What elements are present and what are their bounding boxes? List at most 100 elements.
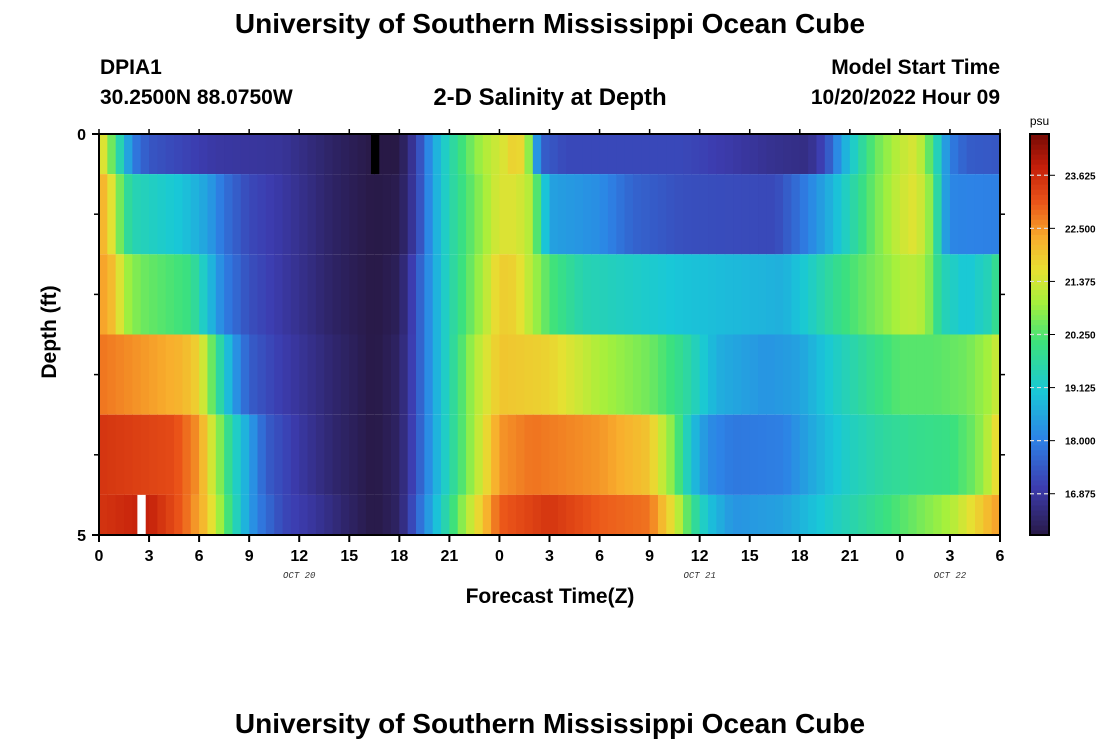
heatmap-cell: [908, 254, 918, 335]
heatmap-cell: [482, 334, 492, 415]
heatmap-cell: [591, 174, 601, 255]
heatmap-cell: [549, 134, 559, 175]
heatmap-cell: [149, 174, 158, 255]
heatmap-cell: [157, 134, 167, 175]
heatmap-cell: [616, 334, 626, 415]
heatmap-cell: [516, 334, 526, 415]
heatmap-cell: [866, 134, 876, 175]
heatmap-cell: [983, 334, 993, 415]
heatmap-cell: [749, 174, 759, 255]
heatmap-cell: [449, 494, 459, 535]
heatmap-cell: [524, 254, 534, 335]
heatmap-cell: [883, 334, 893, 415]
heatmap-cell: [716, 334, 726, 415]
heatmap-cell: [507, 334, 517, 415]
heatmap-cell: [716, 134, 726, 175]
colorbar-segment: [1030, 459, 1049, 466]
heatmap-cell: [157, 494, 167, 535]
heatmap-cell: [349, 134, 359, 175]
colorbar-segment: [1030, 389, 1049, 396]
heatmap-cell: [349, 174, 359, 255]
heatmap-cell: [174, 254, 184, 335]
heatmap-cell: [883, 254, 893, 335]
heatmap-cell: [766, 254, 776, 335]
colorbar-segment: [1030, 204, 1049, 210]
heatmap-cell: [190, 174, 200, 255]
heatmap-cell: [124, 254, 133, 335]
heatmap-cell: [824, 174, 834, 255]
heatmap-cell: [724, 334, 734, 415]
heatmap-cell: [858, 134, 868, 175]
colorbar-segment: [1030, 329, 1049, 336]
colorbar-segment: [1030, 324, 1049, 331]
heatmap-cell: [766, 334, 776, 415]
heatmap-cell: [682, 414, 692, 495]
heatmap-cell: [924, 334, 934, 415]
colorbar-segment: [1030, 444, 1049, 451]
heatmap-cell: [607, 494, 617, 535]
heatmap-cell: [758, 414, 768, 495]
heatmap-cell: [891, 494, 901, 535]
heatmap-cell: [991, 494, 1001, 535]
heatmap-cell: [374, 494, 384, 535]
heatmap-cell: [190, 254, 200, 335]
heatmap-cell: [499, 334, 509, 415]
heatmap-cell: [499, 254, 509, 335]
heatmap-cell: [265, 334, 275, 415]
heatmap-cell: [966, 134, 976, 175]
colorbar-segment: [1030, 219, 1049, 225]
heatmap-cell: [299, 334, 309, 415]
heatmap-cell: [616, 134, 626, 175]
heatmap-cell: [741, 334, 751, 415]
heatmap-cell: [290, 254, 300, 335]
colorbar: psu 16.875 18.000 19.125 20.250 21.375 22.500 2…: [1029, 114, 1096, 536]
colorbar-segment: [1030, 224, 1049, 230]
colorbar-segment: [1030, 349, 1049, 356]
heatmap-cell: [974, 254, 984, 335]
heatmap-cell: [991, 134, 1001, 175]
heatmap-cell: [140, 334, 150, 415]
heatmap-cell: [274, 174, 284, 255]
heatmap-cell: [332, 414, 342, 495]
colorbar-segment: [1030, 244, 1049, 250]
heatmap-cell: [666, 134, 676, 175]
heatmap-cell: [407, 174, 417, 255]
heatmap-cell: [249, 334, 259, 415]
heatmap-cell: [491, 414, 501, 495]
colorbar-segment: [1030, 469, 1049, 476]
colorbar-segment: [1030, 294, 1049, 301]
heatmap-cell: [107, 334, 117, 415]
heatmap-cell: [574, 254, 584, 335]
heatmap-cell: [774, 254, 784, 335]
heatmap-cell: [541, 254, 551, 335]
heatmap-cell: [983, 414, 993, 495]
x-tick-label: 3: [145, 548, 154, 565]
heatmap-cell: [499, 134, 509, 175]
heatmap-cell: [357, 174, 367, 255]
heatmap-cell: [849, 134, 859, 175]
heatmap-cell: [966, 254, 976, 335]
heatmap-cell: [691, 334, 701, 415]
heatmap-cell: [524, 174, 534, 255]
heatmap-cell: [524, 334, 534, 415]
heatmap-cell: [382, 254, 392, 335]
heatmap-cell: [874, 134, 884, 175]
heatmap-cell: [516, 414, 526, 495]
heatmap-cell: [399, 174, 409, 255]
x-tick-label: 3: [545, 548, 554, 565]
heatmap-cell: [274, 334, 284, 415]
heatmap-cell: [557, 334, 567, 415]
heatmap-cell: [691, 134, 701, 175]
colorbar-segment: [1030, 489, 1049, 496]
heatmap-cell: [941, 174, 951, 255]
heatmap-cell: [841, 174, 851, 255]
heatmap-cell: [808, 334, 818, 415]
heatmap-cell: [315, 254, 325, 335]
heatmap-cell: [758, 174, 768, 255]
heatmap-cell: [758, 494, 768, 535]
heatmap-cell: [132, 134, 142, 175]
x-tick-label: 0: [495, 548, 504, 565]
heatmap-cell: [357, 134, 367, 175]
colorbar-segment: [1030, 424, 1049, 431]
